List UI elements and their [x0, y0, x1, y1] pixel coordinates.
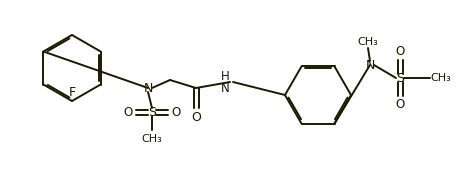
Text: O: O: [395, 45, 405, 58]
Text: S: S: [396, 72, 404, 84]
Text: S: S: [148, 105, 156, 119]
Text: F: F: [68, 86, 76, 99]
Text: H
N: H N: [221, 69, 230, 94]
Text: O: O: [395, 98, 405, 111]
Text: CH₃: CH₃: [142, 134, 162, 144]
Text: CH₃: CH₃: [358, 37, 378, 47]
Text: N: N: [143, 82, 153, 94]
Text: CH₃: CH₃: [430, 73, 451, 83]
Text: O: O: [191, 111, 201, 124]
Text: O: O: [171, 105, 180, 119]
Text: N: N: [365, 58, 375, 72]
Text: O: O: [124, 105, 133, 119]
